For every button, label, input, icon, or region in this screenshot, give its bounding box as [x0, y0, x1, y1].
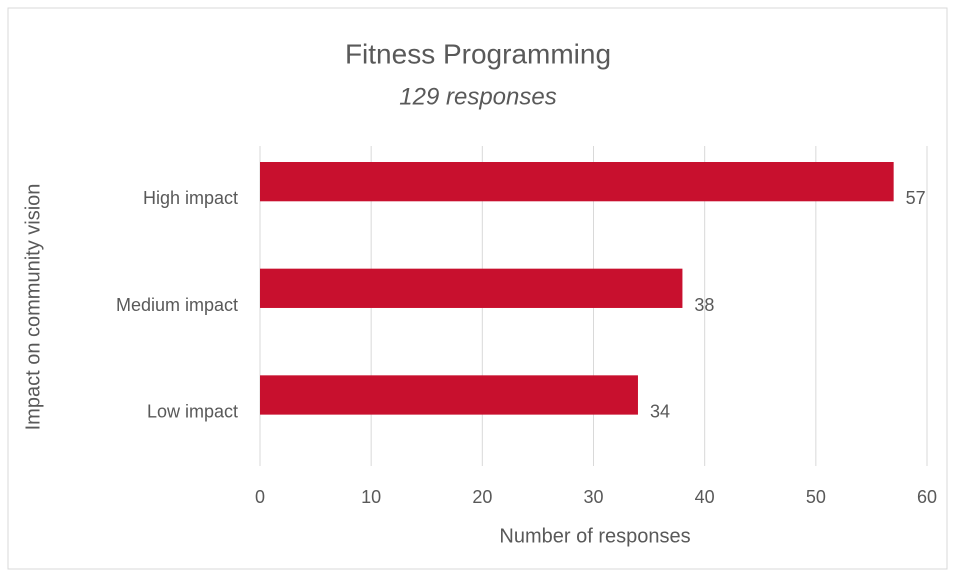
- x-tick-label: 20: [472, 487, 492, 507]
- y-tick-label: High impact: [143, 188, 238, 208]
- chart-title: Fitness Programming: [345, 38, 611, 69]
- x-tick-label: 60: [917, 487, 937, 507]
- chart-subtitle: 129 responses: [399, 83, 556, 110]
- x-tick-label: 0: [255, 487, 265, 507]
- x-tick-label: 50: [806, 487, 826, 507]
- bar: [260, 268, 683, 308]
- bar: [260, 162, 894, 202]
- x-tick-label: 10: [361, 487, 381, 507]
- x-axis-label: Number of responses: [499, 525, 690, 547]
- bar: [260, 375, 638, 415]
- y-tick-label: Medium impact: [116, 295, 238, 315]
- data-label: 57: [906, 188, 926, 208]
- data-label: 34: [650, 401, 670, 421]
- x-tick-label: 40: [695, 487, 715, 507]
- data-label: 38: [694, 295, 714, 315]
- x-tick-label: 30: [583, 487, 603, 507]
- y-axis-label: Impact on community vision: [22, 184, 44, 431]
- y-tick-label: Low impact: [147, 401, 238, 421]
